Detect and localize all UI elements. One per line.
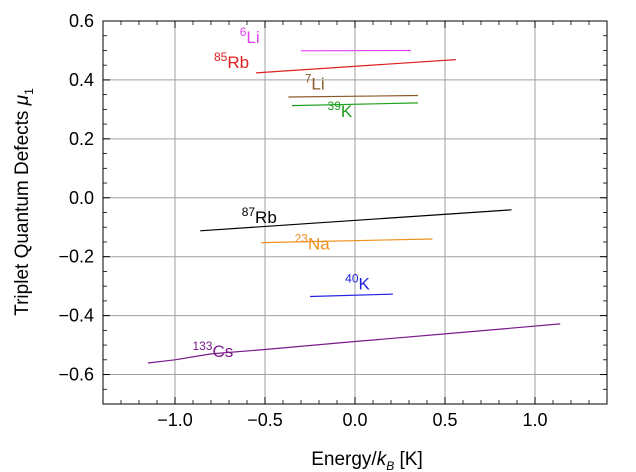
series-line-23Na (261, 238, 433, 244)
x-tick-label: 0.0 (342, 410, 367, 430)
series-line-85Rb (255, 59, 456, 74)
y-tick-label: 0.2 (69, 129, 94, 149)
series-label-40K: 40K (345, 272, 370, 294)
series-label-39K: 39K (328, 99, 353, 121)
grid-lines (103, 20, 607, 404)
series-line-87Rb (200, 209, 512, 232)
series-label-23Na: 23Na (295, 231, 331, 253)
series-lines (147, 49, 561, 364)
series-label-87Rb: 87Rb (242, 205, 277, 227)
series-label-6Li: 6Li (240, 25, 260, 47)
x-tick-label: 1.0 (522, 410, 547, 430)
series-label-133Cs: 133Cs (192, 339, 233, 361)
series-label-85Rb: 85Rb (214, 50, 249, 72)
y-axis-title: Triplet Quantum Defects μ1 (12, 88, 36, 316)
y-tick-label: −0.4 (58, 306, 94, 326)
series-line-7Li (288, 94, 419, 98)
x-tick-label: −0.5 (247, 410, 283, 430)
y-tick-label: 0.6 (69, 11, 94, 31)
series-label-7Li: 7Li (305, 71, 325, 93)
y-tick-label: 0.4 (69, 70, 94, 90)
x-tick-label: −1.0 (157, 410, 193, 430)
axis-ticks: −1.0 −0.5 0.0 0.5 1.0 −0.6 −0.4 −0.2 0.0 0.2 0.4 0.… (58, 11, 608, 430)
series-line-40K (309, 293, 393, 298)
series-line-39K (291, 102, 419, 107)
y-tick-label: −0.2 (58, 247, 94, 267)
y-tick-label: 0.0 (69, 188, 94, 208)
series-line-133Cs (147, 323, 561, 364)
y-tick-label: −0.6 (58, 365, 94, 385)
x-axis-title: Energy/kB [K] (311, 449, 423, 472)
x-tick-label: 0.5 (432, 410, 457, 430)
